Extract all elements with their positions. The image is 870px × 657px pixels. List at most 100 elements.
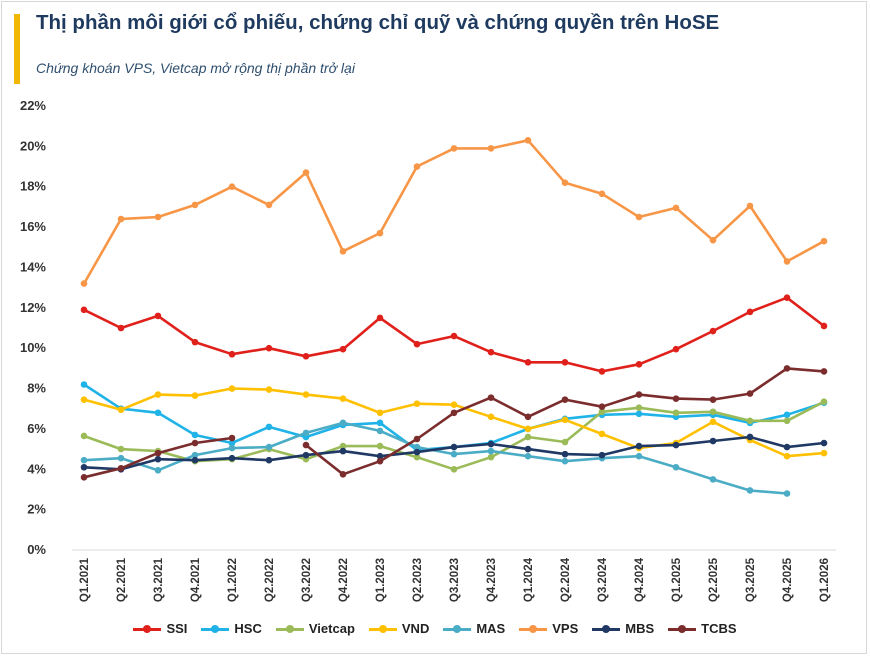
legend-swatch [519, 623, 548, 635]
data-point-mas [450, 450, 458, 458]
data-point-mas [746, 487, 754, 494]
data-point-ssi [228, 350, 236, 358]
data-point-mbs [487, 440, 495, 448]
data-point-mas [413, 443, 421, 451]
data-point-tcbs [746, 390, 754, 397]
data-point-mas [487, 447, 495, 455]
legend-label: Vietcap [308, 621, 355, 636]
x-tick-label: Q1.2024 [523, 557, 535, 602]
series-line-mas [83, 421, 788, 495]
data-point-mbs [228, 454, 236, 462]
data-point-vps [524, 137, 532, 144]
data-point-mbs [598, 451, 606, 459]
data-point-vps [598, 190, 606, 198]
x-tick-label: Q4.2022 [338, 558, 350, 602]
data-point-mas [783, 490, 791, 497]
x-tick-label: Q4.2024 [634, 557, 646, 602]
data-point-vps [709, 236, 717, 244]
data-point-vps [117, 215, 125, 223]
data-point-ssi [376, 314, 384, 322]
y-tick-label: 18% [20, 179, 46, 194]
data-point-mbs [339, 447, 347, 455]
data-point-mas [154, 466, 162, 474]
data-point-vnd [339, 395, 347, 402]
series-line-vps [82, 139, 825, 285]
data-point-vnd [80, 396, 88, 403]
data-point-mbs [524, 445, 532, 453]
data-point-vnd [154, 391, 162, 398]
data-point-mbs [709, 437, 717, 445]
data-point-ssi [598, 368, 606, 375]
x-tick-label: Q3.2023 [449, 558, 461, 602]
x-tick-label: Q1.2026 [819, 558, 831, 602]
x-tick-label: Q3.2022 [301, 558, 313, 602]
legend-swatch [275, 623, 304, 635]
x-tick-label: Q4.2025 [782, 557, 794, 602]
data-point-vnd [487, 413, 495, 421]
data-point-ssi [339, 345, 347, 353]
data-point-tcbs [302, 441, 310, 449]
data-point-mas [709, 476, 717, 483]
x-tick-label: Q2.2023 [412, 558, 424, 602]
data-point-vps [635, 213, 643, 221]
y-tick-label: 2% [27, 502, 46, 517]
data-point-vietcap [746, 417, 754, 425]
y-tick-label: 20% [20, 138, 46, 153]
legend-item-vietcap: Vietcap [275, 621, 355, 636]
legend-item-vps: VPS [519, 621, 578, 636]
data-point-ssi [265, 344, 273, 352]
data-point-ssi [635, 361, 643, 368]
data-point-mas [376, 427, 384, 435]
data-point-vnd [191, 392, 199, 399]
x-tick-label: Q1.2022 [227, 558, 239, 602]
data-point-mbs [154, 455, 162, 463]
y-tick-label: 0% [27, 542, 46, 557]
data-point-vietcap [117, 445, 125, 453]
data-point-mas [524, 452, 532, 460]
y-tick-label: 16% [20, 219, 46, 234]
data-point-ssi [450, 332, 458, 340]
data-point-tcbs [117, 464, 125, 472]
data-point-vps [820, 237, 828, 245]
data-point-mas [561, 457, 569, 465]
data-point-tcbs [561, 396, 569, 403]
data-point-mas [80, 456, 88, 464]
data-point-mas [302, 429, 310, 437]
data-point-hsc [376, 419, 384, 427]
data-point-hsc [783, 411, 791, 419]
data-point-vietcap [561, 438, 569, 446]
data-point-vietcap [339, 442, 347, 450]
data-point-vnd [302, 391, 310, 398]
data-point-vietcap [376, 442, 384, 450]
data-point-vps [265, 201, 273, 209]
y-tick-label: 22% [20, 98, 46, 113]
data-point-mbs [820, 439, 828, 447]
x-tick-label: Q1.2023 [375, 558, 387, 602]
data-point-hsc [191, 431, 199, 439]
data-point-ssi [80, 306, 88, 314]
legend-swatch [368, 623, 397, 635]
data-point-ssi [302, 352, 310, 360]
data-point-vnd [820, 449, 828, 457]
data-point-vietcap [820, 398, 828, 405]
legend-label: HSC [234, 621, 262, 636]
data-point-tcbs [709, 396, 717, 403]
data-point-vnd [228, 385, 236, 392]
data-point-vietcap [635, 404, 643, 412]
data-point-tcbs [191, 439, 199, 447]
data-point-vps [228, 183, 236, 191]
data-point-vps [783, 258, 791, 265]
data-point-ssi [783, 294, 791, 302]
data-point-vps [487, 145, 495, 152]
data-point-tcbs [450, 409, 458, 417]
data-point-hsc [635, 410, 643, 418]
data-point-tcbs [154, 449, 162, 457]
y-tick-label: 8% [27, 381, 46, 396]
data-point-hsc [154, 409, 162, 417]
legend-item-vnd: VND [368, 621, 429, 636]
chart-title: Thị phần môi giới cổ phiếu, chứng chỉ qu… [36, 11, 720, 34]
legend-swatch [201, 623, 230, 635]
x-tick-label: Q4.2023 [486, 558, 498, 602]
